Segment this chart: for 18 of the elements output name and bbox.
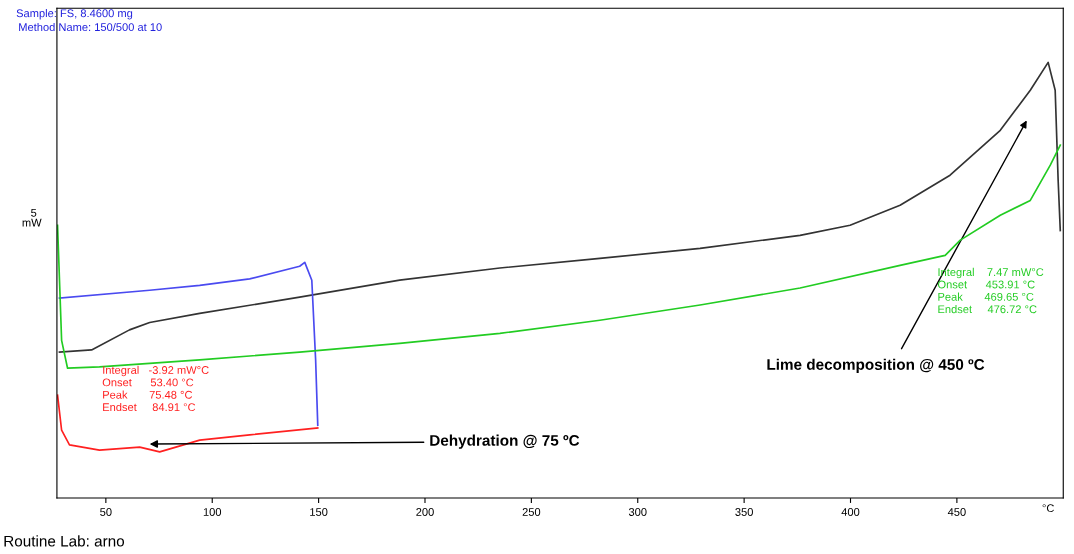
x-tick-label: 250 <box>522 508 541 516</box>
text: Method Name: 150/500 at 10 <box>19 22 162 32</box>
x-tick-label: 350 <box>735 508 753 516</box>
y-axis-title: mW <box>22 218 42 227</box>
x-axis-title: °C <box>1042 504 1054 513</box>
annotation: Dehydration @ 75 ºC <box>430 434 580 449</box>
text: 5 <box>31 208 37 217</box>
annotation: Lime decomposition @ 450 ºC <box>767 358 985 373</box>
x-tick-label: 400 <box>841 508 860 516</box>
annotation: Integral -3.92 mW°C Onset 53.40 °C Peak 75.48 °C Endset 84.91 °C <box>102 365 209 412</box>
x-tick-label: 150 <box>310 508 328 516</box>
x-tick-label: 200 <box>416 508 434 516</box>
text: Routine Lab: arno <box>4 535 125 547</box>
x-tick-label: 450 <box>947 508 966 516</box>
x-tick-label: 300 <box>628 508 647 516</box>
text: Sample: FS, 8.4600 mg <box>16 9 133 20</box>
x-tick-label: 50 <box>100 508 112 516</box>
x-tick-label: 100 <box>203 508 222 516</box>
